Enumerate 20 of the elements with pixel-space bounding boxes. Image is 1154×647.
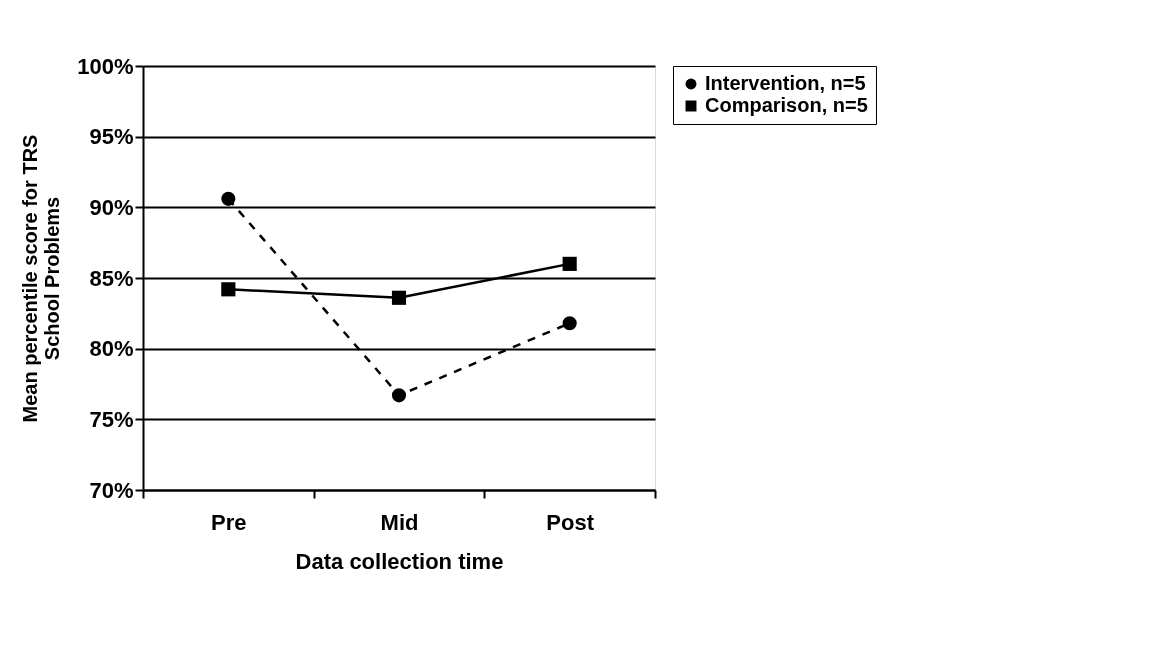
y-tick-label: 70% bbox=[89, 477, 134, 503]
legend-label: Intervention, n=5 bbox=[705, 72, 866, 94]
y-axis-title: Mean percentile score for TRS School Problems bbox=[19, 134, 64, 423]
y-tick-label: 100% bbox=[77, 53, 134, 79]
x-tick-label: Pre bbox=[211, 509, 247, 535]
y-tick-label: 95% bbox=[89, 124, 134, 150]
y-tick-label: 85% bbox=[89, 265, 134, 291]
point bbox=[562, 256, 577, 271]
legend-label: Comparison, n=5 bbox=[705, 94, 868, 116]
x-axis-title: Data collection time bbox=[295, 548, 504, 574]
point bbox=[221, 191, 236, 206]
point bbox=[391, 388, 407, 403]
x-tick-label: Mid bbox=[380, 509, 419, 535]
y-tick-label: 90% bbox=[89, 194, 134, 220]
y-tick-label: 75% bbox=[89, 406, 134, 432]
point bbox=[221, 282, 236, 297]
point bbox=[391, 290, 407, 305]
y-tick-label: 80% bbox=[89, 336, 134, 362]
x-tick-label: Post bbox=[546, 509, 595, 535]
point bbox=[562, 316, 577, 331]
